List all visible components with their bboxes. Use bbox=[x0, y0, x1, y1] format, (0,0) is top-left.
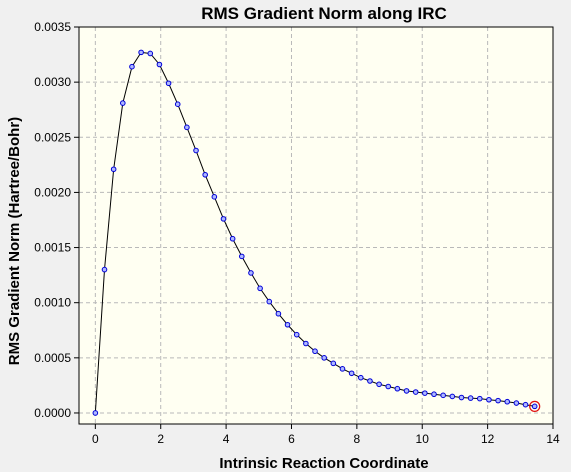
data-point bbox=[193, 147, 199, 154]
data-point bbox=[357, 374, 364, 381]
data-point bbox=[385, 383, 392, 390]
data-point bbox=[184, 124, 190, 131]
data-point bbox=[147, 50, 154, 57]
x-tick-label: 14 bbox=[546, 432, 560, 446]
data-point bbox=[138, 49, 144, 56]
x-tick-label: 0 bbox=[92, 432, 99, 446]
data-point bbox=[513, 400, 520, 406]
data-point bbox=[495, 397, 501, 404]
y-tick-labels: 0.0000 0.0005 0.0010 0.0015 0.0020 0.0025 0.00… bbox=[34, 20, 71, 420]
data-point bbox=[330, 360, 337, 367]
data-point bbox=[284, 321, 291, 328]
data-point bbox=[248, 270, 254, 276]
highlighted-data-point bbox=[531, 403, 538, 410]
x-tick-label: 10 bbox=[416, 432, 430, 446]
data-points bbox=[92, 49, 541, 416]
data-point bbox=[504, 398, 511, 405]
y-tick-label: 0.0035 bbox=[34, 20, 71, 34]
data-point bbox=[449, 393, 456, 400]
data-point bbox=[165, 80, 172, 87]
data-point bbox=[467, 395, 474, 401]
data-point bbox=[312, 348, 318, 355]
data-point bbox=[238, 253, 245, 260]
x-tick-label: 4 bbox=[223, 432, 230, 446]
data-point bbox=[211, 194, 218, 200]
plot-frame bbox=[78, 26, 554, 425]
data-point bbox=[422, 390, 428, 396]
data-point bbox=[321, 355, 327, 361]
data-point bbox=[174, 101, 181, 107]
data-point bbox=[101, 266, 108, 273]
x-tick-label: 6 bbox=[288, 432, 295, 446]
y-tick-label: 0.0005 bbox=[34, 351, 71, 365]
y-tick-label: 0.0030 bbox=[34, 75, 71, 89]
data-point bbox=[156, 61, 163, 68]
data-point bbox=[275, 310, 282, 317]
tick-marks bbox=[74, 26, 554, 429]
data-point bbox=[110, 166, 117, 173]
data-point bbox=[476, 395, 483, 402]
data-point bbox=[394, 385, 401, 392]
data-point bbox=[293, 331, 300, 338]
x-tick-labels: 0 2 4 6 8 10 12 14 bbox=[92, 432, 560, 446]
y-tick-label: 0.0025 bbox=[34, 130, 71, 144]
x-tick-label: 8 bbox=[354, 432, 361, 446]
axes bbox=[78, 26, 554, 425]
x-tick-label: 2 bbox=[157, 432, 164, 446]
data-point bbox=[202, 171, 208, 178]
data-point bbox=[229, 235, 236, 242]
y-tick-label: 0.0000 bbox=[34, 406, 71, 420]
data-point bbox=[266, 298, 273, 305]
data-point bbox=[220, 216, 227, 222]
x-axis-label: Intrinsic Reaction Coordinate bbox=[219, 455, 428, 472]
data-point bbox=[339, 366, 346, 372]
y-tick-label: 0.0010 bbox=[34, 296, 71, 310]
data-point bbox=[92, 410, 99, 416]
data-point bbox=[303, 340, 309, 347]
y-tick-label: 0.0015 bbox=[34, 241, 71, 255]
data-point bbox=[376, 381, 382, 388]
data-point bbox=[129, 63, 135, 70]
chart-title: RMS Gradient Norm along IRC bbox=[201, 4, 447, 23]
data-point bbox=[412, 389, 419, 395]
y-axis-label: RMS Gradient Norm (Hartree/Bohr) bbox=[6, 117, 23, 365]
plot-area bbox=[79, 27, 553, 424]
y-tick-label: 0.0020 bbox=[34, 185, 71, 199]
data-point bbox=[367, 378, 373, 384]
data-point bbox=[522, 401, 529, 408]
data-point bbox=[486, 396, 492, 403]
data-point bbox=[440, 392, 446, 399]
data-point bbox=[403, 388, 410, 394]
data-point bbox=[257, 285, 263, 292]
highlighted-point-ring bbox=[529, 400, 541, 412]
data-point bbox=[458, 394, 465, 401]
data-point bbox=[120, 100, 126, 106]
x-tick-label: 12 bbox=[481, 432, 495, 446]
data-point bbox=[431, 391, 437, 398]
data-point bbox=[348, 370, 355, 377]
